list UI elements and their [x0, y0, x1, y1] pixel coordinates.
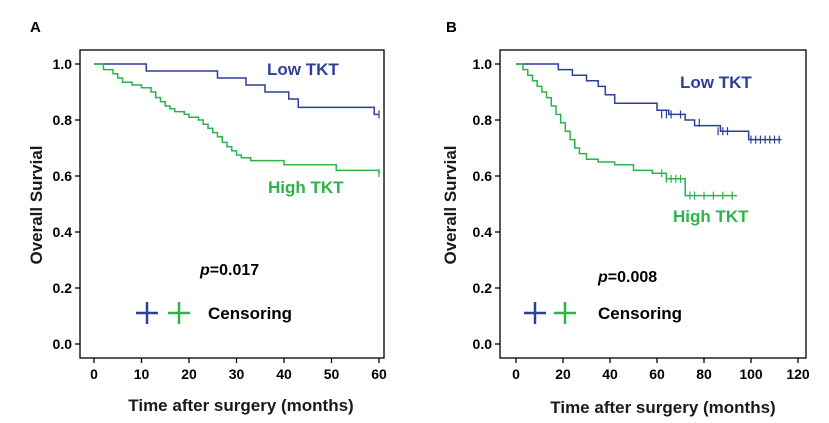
p-value: p=0.017	[199, 262, 259, 279]
low-tkt-curve	[94, 63, 379, 116]
panel-letter-a: A	[30, 19, 41, 36]
y-tick-label: 0.4	[473, 224, 493, 240]
legend: Censoring	[136, 302, 292, 324]
plot-frame	[499, 49, 807, 359]
p-value-number: =0.017	[210, 262, 259, 279]
y-tick-label: 0.0	[473, 336, 493, 352]
legend-label: Censoring	[598, 304, 682, 323]
y-tick-label: 0.0	[53, 336, 73, 352]
p-value: p=0.008	[597, 269, 657, 286]
y-axis-title: Overall Survial	[27, 145, 46, 264]
y-tick-label: 0.6	[53, 168, 73, 184]
y-axis-title: Overall Survial	[441, 145, 460, 264]
x-tick-label: 100	[739, 366, 763, 382]
x-tick-label: 0	[90, 366, 98, 382]
y-tick-label: 1.0	[53, 56, 73, 72]
x-tick-label: 80	[696, 366, 712, 382]
x-tick-label: 20	[555, 366, 571, 382]
low-tkt-curve	[516, 63, 782, 141]
p-value-symbol: p	[597, 269, 608, 286]
y-tick-label: 0.2	[473, 280, 493, 296]
x-axis-title: Time after surgery (months)	[550, 398, 775, 417]
high-tkt-label: High TKT	[673, 207, 749, 226]
legend-label: Censoring	[208, 304, 292, 323]
p-value-symbol: p	[199, 262, 210, 279]
legend-low-censor-icon	[136, 302, 158, 324]
x-tick-label: 60	[371, 366, 387, 382]
low-tkt-label: Low TKT	[267, 60, 339, 79]
high-tkt-curve	[94, 63, 380, 174]
x-tick-label: 40	[602, 366, 618, 382]
high-tkt-curve	[516, 63, 737, 197]
y-tick-label: 0.8	[473, 112, 493, 128]
y-tick-label: 0.8	[53, 112, 73, 128]
x-axis-title: Time after surgery (months)	[128, 396, 353, 415]
y-tick-label: 0.2	[53, 280, 73, 296]
x-tick-label: 60	[649, 366, 665, 382]
legend: Censoring	[524, 302, 682, 324]
x-tick-label: 20	[181, 366, 197, 382]
panel-b: B 0 20 40 60 80 100 120 0.0 0.2 0.4 0.6 0.8 1.0 Time…	[441, 19, 810, 417]
y-tick-label: 0.4	[53, 224, 73, 240]
legend-high-censor-icon	[168, 302, 190, 324]
low-tkt-label: Low TKT	[680, 73, 752, 92]
x-tick-label: 0	[512, 366, 520, 382]
x-tick-label: 120	[786, 366, 810, 382]
x-tick-label: 30	[229, 366, 245, 382]
plot-frame	[79, 49, 385, 359]
y-tick-label: 0.6	[473, 168, 493, 184]
legend-high-censor-icon	[554, 302, 576, 324]
high-tkt-label: High TKT	[268, 178, 344, 197]
p-value-number: =0.008	[608, 269, 657, 286]
panel-a: A 0 10 20 30 40 50 60 0.0 0.2 0.4 0.6 0.8 1.0 Time a…	[27, 19, 387, 415]
x-tick-label: 50	[324, 366, 340, 382]
y-tick-label: 1.0	[473, 56, 493, 72]
panel-letter-b: B	[446, 19, 457, 36]
x-tick-label: 10	[134, 366, 150, 382]
x-tick-label: 40	[276, 366, 292, 382]
legend-low-censor-icon	[524, 302, 546, 324]
